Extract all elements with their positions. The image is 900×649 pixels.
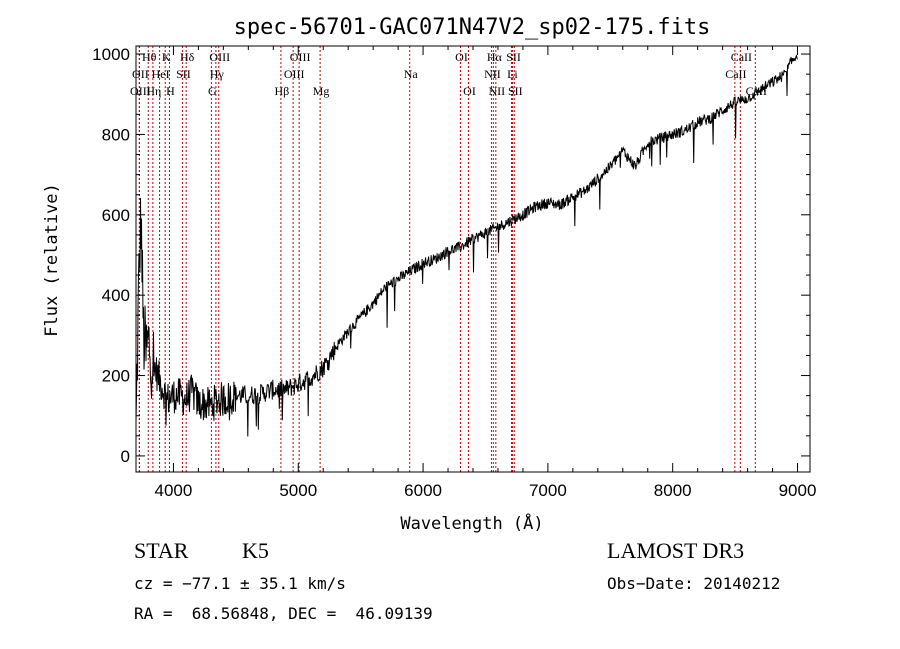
line-label-20: H [166,84,175,98]
line-label-25: NII [489,84,506,98]
x-tick-label-2: 6000 [404,481,442,500]
line-label-13: OIII [284,67,305,81]
x-axis-label: Wavelength (Å) [400,512,543,534]
x-tick-label-1: 5000 [279,481,317,500]
y-tick-label-5: 1000 [92,45,130,64]
coordinates: RA = 68.56848, DEC = 46.09139 [134,604,433,623]
line-label-8: CaII [731,50,752,64]
line-label-26: SII [508,84,523,98]
x-tick-label-4: 8000 [654,481,692,500]
line-label-9: OII [132,67,149,81]
axis-tick-labels: 4000 5000 6000 7000 8000 9000 0 200 400 600 800 100… [92,45,816,500]
y-tick-label-1: 200 [102,367,130,386]
survey-name: LAMOST DR3 [607,538,745,563]
x-tick-label-0: 4000 [155,481,193,500]
y-tick-label-4: 800 [102,125,130,144]
y-axis-label: Flux (relative) [42,183,62,337]
line-label-21: G [208,84,217,98]
line-label-15: NII [484,67,501,81]
chart-title: spec-56701-GAC071N47V2_sp02-175.fits [234,15,711,40]
line-label-22: Hβ [275,84,290,98]
line-label-5: OI [455,50,468,64]
redshift-velocity: cz = −77.1 ± 35.1 km/s [134,574,346,593]
line-label-11: SII [176,67,191,81]
x-tick-label-3: 7000 [529,481,567,500]
observation-date: Obs−Date: 20140212 [607,574,781,593]
line-label-0: Hθ [142,50,157,64]
line-label-12: Hγ [210,67,225,81]
line-label-4: OIII [290,50,311,64]
y-tick-label-2: 400 [102,286,130,305]
line-label-3: OIII [209,50,230,64]
line-label-10: HeI [152,67,170,81]
line-label-18: OIII [130,84,151,98]
line-label-2: Hδ [180,50,195,64]
line-label-24: OI [463,84,476,98]
line-label-6: Hα [487,50,503,64]
object-subclass: K5 [242,538,269,563]
line-label-17: CaII [725,67,746,81]
line-label-16: Li [507,67,518,81]
line-label-7: SII [506,50,521,64]
object-class: STAR [134,538,189,563]
y-tick-label-0: 0 [121,447,130,466]
y-tick-label-3: 600 [102,206,130,225]
line-label-19: Hη [146,84,161,98]
line-label-14: Na [404,67,419,81]
spectrum-line [135,54,798,437]
line-label-23: Mg [313,84,330,98]
x-tick-label-5: 9000 [779,481,817,500]
line-label-1: K [162,50,171,64]
axis-ticks [136,46,810,472]
